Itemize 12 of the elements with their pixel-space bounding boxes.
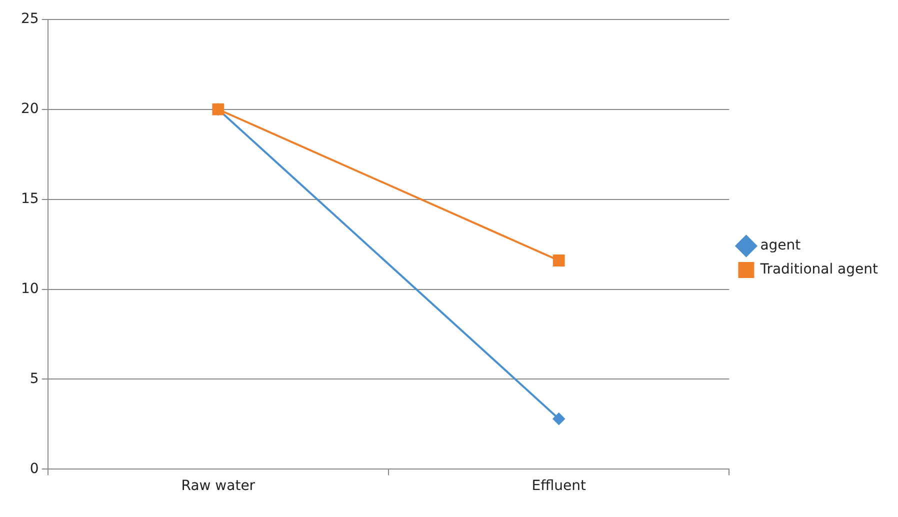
y-tick-label: 20: [20, 101, 39, 117]
x-tick-label: Effluent: [532, 478, 586, 494]
y-tick-label: 10: [20, 280, 39, 297]
legend-label: agent: [760, 238, 802, 254]
legend-label: Traditional agent: [759, 262, 879, 278]
y-tick-label: 5: [30, 370, 39, 387]
y-tick-label: 0: [30, 460, 39, 477]
point: [552, 412, 565, 425]
x-tick-label: Raw water: [181, 478, 256, 494]
y-tick-label: 15: [20, 190, 39, 207]
point: [552, 254, 565, 266]
y-tick-label: 25: [20, 11, 39, 28]
